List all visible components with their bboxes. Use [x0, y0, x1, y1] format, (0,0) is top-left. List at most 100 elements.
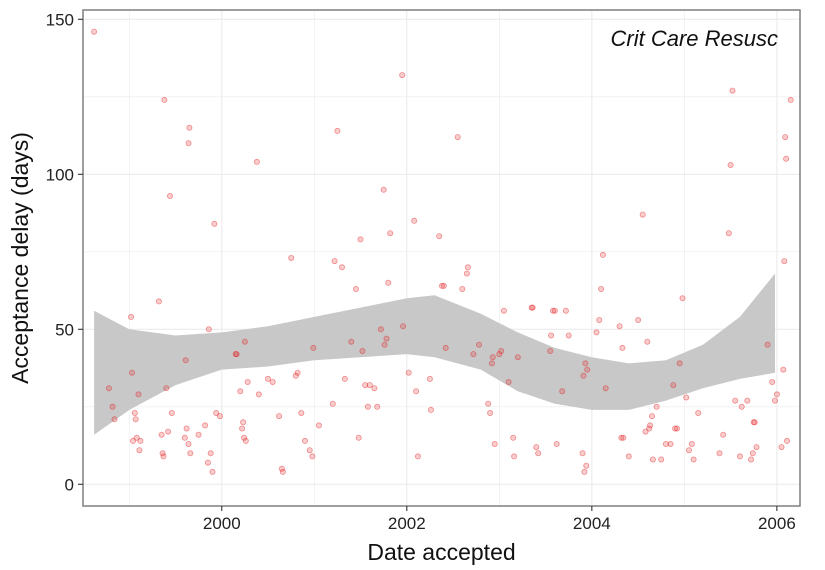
data-point — [676, 360, 683, 367]
data-point — [716, 450, 723, 457]
data-point — [514, 354, 521, 361]
data-point — [131, 409, 138, 416]
data-point — [381, 341, 388, 348]
data-point — [128, 313, 135, 320]
data-point — [559, 388, 566, 395]
data-point — [646, 425, 653, 432]
data-point — [411, 217, 418, 224]
data-point — [264, 375, 271, 382]
data-point — [618, 434, 625, 441]
data-point — [670, 382, 677, 389]
data-point — [306, 447, 313, 454]
data-point — [195, 431, 202, 438]
y-tick-label: 0 — [65, 475, 74, 494]
data-point — [133, 434, 140, 441]
data-point — [436, 233, 443, 240]
data-point — [237, 388, 244, 395]
data-point — [744, 397, 751, 404]
data-point — [464, 264, 471, 271]
panel-frame — [82, 9, 801, 507]
data-point — [385, 279, 392, 286]
data-point — [778, 444, 785, 451]
data-point — [667, 440, 674, 447]
data-point — [772, 397, 779, 404]
data-point — [91, 28, 98, 35]
data-point — [748, 456, 755, 463]
data-point — [135, 391, 142, 398]
data-point — [625, 453, 632, 460]
data-point — [132, 416, 139, 423]
data-point — [232, 351, 239, 358]
data-point — [749, 450, 756, 457]
data-point — [620, 434, 627, 441]
data-point — [387, 230, 394, 237]
data-point — [738, 403, 745, 410]
data-point — [764, 341, 771, 348]
data-point — [511, 453, 518, 460]
data-point — [242, 437, 249, 444]
data-point — [209, 468, 216, 475]
data-point — [528, 304, 535, 311]
data-point — [773, 391, 780, 398]
data-point — [781, 258, 788, 265]
data-point — [674, 425, 681, 432]
data-point — [244, 378, 251, 385]
data-point — [565, 332, 572, 339]
data-point — [727, 161, 734, 168]
data-point — [128, 369, 135, 376]
data-point — [672, 425, 679, 432]
data-point — [166, 192, 173, 199]
data-point — [647, 422, 654, 429]
data-point — [329, 400, 336, 407]
data-point — [500, 307, 507, 314]
data-point — [309, 453, 316, 460]
data-point — [642, 428, 649, 435]
x-tick-label: 2002 — [388, 514, 426, 533]
data-point — [216, 413, 223, 420]
data-point — [137, 437, 144, 444]
data-point — [187, 450, 194, 457]
data-point — [362, 382, 369, 389]
data-point — [109, 403, 116, 410]
x-tick-label: 2000 — [203, 514, 241, 533]
data-point — [736, 453, 743, 460]
data-point — [725, 230, 732, 237]
data-point — [341, 375, 348, 382]
data-point — [380, 186, 387, 193]
data-point — [279, 468, 286, 475]
data-point — [442, 344, 449, 351]
x-tick-label: 2004 — [573, 514, 611, 533]
data-point — [581, 468, 588, 475]
data-point — [679, 295, 686, 302]
data-point — [780, 366, 787, 373]
data-point — [695, 409, 702, 416]
data-point — [207, 450, 214, 457]
y-tick-label: 150 — [46, 10, 74, 29]
data-point — [204, 459, 211, 466]
data-point — [454, 134, 461, 141]
data-point — [475, 341, 482, 348]
data-point — [596, 316, 603, 323]
data-point — [550, 307, 557, 314]
data-point — [163, 385, 170, 392]
data-point — [751, 419, 758, 426]
data-point — [334, 127, 341, 134]
data-point — [584, 366, 591, 373]
data-point — [405, 369, 412, 376]
data-point — [769, 378, 776, 385]
data-point — [357, 236, 364, 243]
data-point — [241, 338, 248, 345]
y-tick-label: 50 — [55, 320, 74, 339]
data-point — [315, 422, 322, 429]
data-point — [276, 413, 283, 420]
data-point — [485, 400, 492, 407]
data-point — [535, 450, 542, 457]
data-point — [185, 440, 192, 447]
y-axis-title: Acceptance delay (days) — [7, 132, 33, 384]
data-point — [783, 155, 790, 162]
data-point — [202, 422, 209, 429]
y-tick-label: 100 — [46, 165, 74, 184]
axes: 0 50 100 150 2000 2002 2004 2006 — [46, 10, 796, 533]
